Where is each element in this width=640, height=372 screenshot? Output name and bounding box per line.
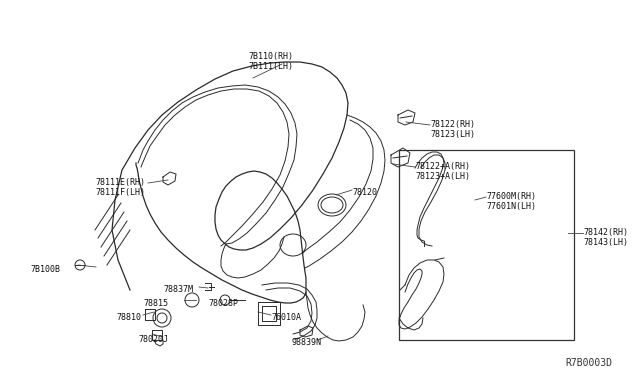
Text: 78837M: 78837M [163,285,193,294]
Text: 7B110(RH): 7B110(RH) [248,52,293,61]
Text: 78122+A(RH): 78122+A(RH) [415,162,470,171]
Text: 98839N: 98839N [291,338,321,347]
Text: 7B111(LH): 7B111(LH) [248,62,293,71]
Text: 78143(LH): 78143(LH) [583,238,628,247]
Text: 78123(LH): 78123(LH) [430,130,475,139]
Text: 76010A: 76010A [271,313,301,322]
Text: R7B0003D: R7B0003D [565,358,612,368]
Text: 78020J: 78020J [138,335,168,344]
Text: 78028P: 78028P [208,299,238,308]
Text: 77601N(LH): 77601N(LH) [486,202,536,211]
Text: 78815: 78815 [143,299,168,308]
Text: 7B100B: 7B100B [30,265,60,274]
Text: 78111F(LH): 78111F(LH) [95,188,145,197]
Text: 77600M(RH): 77600M(RH) [486,192,536,201]
Text: 78123+A(LH): 78123+A(LH) [415,172,470,181]
Text: 78142(RH): 78142(RH) [583,228,628,237]
Text: 78120: 78120 [352,188,377,197]
Text: 78122(RH): 78122(RH) [430,120,475,129]
Text: 78810: 78810 [116,313,141,322]
Bar [399,150,574,340]
Text: 78111E(RH): 78111E(RH) [95,178,145,187]
